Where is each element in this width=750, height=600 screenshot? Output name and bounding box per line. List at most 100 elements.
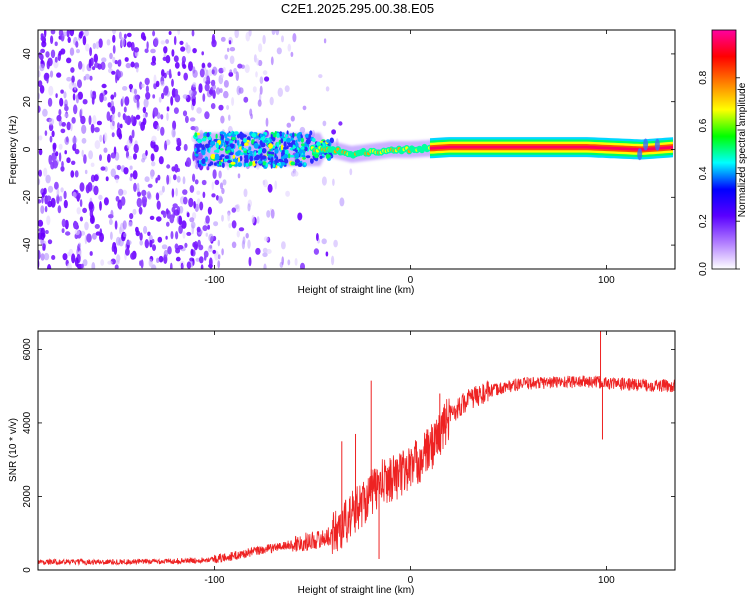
spectrogram-signal-blob <box>260 133 263 138</box>
spectrogram-signal-blob <box>228 132 231 136</box>
spectrogram-noise-blob <box>47 185 54 193</box>
spectrogram-signal-blob <box>310 158 314 164</box>
spectrogram-signal-blob <box>309 130 313 136</box>
spectrogram-noise-blob <box>151 135 157 143</box>
spectrogram-noise-blob <box>182 189 188 195</box>
spectrogram-noise-blob <box>161 244 168 250</box>
spectrogram-signal-blob <box>243 161 246 168</box>
spectrogram-noise-blob <box>144 77 150 86</box>
spectrogram-noise-blob <box>56 72 62 78</box>
spectrogram-noise-blob <box>155 192 160 201</box>
spectrogram-noise-blob <box>228 40 232 45</box>
spectrogram-noise-blob <box>133 182 137 192</box>
spectrogram-noise-blob <box>64 136 70 145</box>
spectrogram-noise-blob <box>144 48 149 54</box>
spectrogram-noise-blob <box>270 209 275 219</box>
spectrogram-noise-blob <box>81 263 84 269</box>
spectrogram-signal-blob <box>220 134 225 141</box>
spectrogram-noise-blob <box>235 71 239 81</box>
spectrogram-signal-blob <box>274 159 277 163</box>
spectrogram-noise-blob <box>107 260 113 265</box>
spectrogram-noise-blob <box>91 262 96 269</box>
spectrogram-noise-blob <box>284 85 290 93</box>
spectrogram-signal-blob <box>277 158 284 162</box>
spectrogram-noise-blob <box>90 89 93 99</box>
spectrogram-noise-blob <box>253 54 257 63</box>
spectrogram-signal-blob <box>285 134 288 138</box>
spectrogram-signal-blob <box>223 142 226 148</box>
spectrogram-signal-blob <box>298 162 303 167</box>
spectrogram-noise-blob <box>211 33 216 44</box>
spectrogram-noise-blob <box>123 33 127 39</box>
spectrogram-noise-blob <box>118 31 122 40</box>
spectrogram-noise-blob <box>229 47 236 52</box>
spectrogram-noise-blob <box>162 210 167 219</box>
colorbar-tick-label: 0.6 <box>698 118 709 132</box>
spectrogram-noise-blob <box>160 114 164 120</box>
spectrogram-noise-blob <box>44 30 47 38</box>
spectrogram-noise-blob <box>227 212 231 222</box>
spectrogram-noise-blob <box>72 93 76 101</box>
spectrogram-noise-blob <box>270 56 274 66</box>
spectrogram-noise-blob <box>263 263 267 269</box>
spectrogram-noise-blob <box>130 173 133 178</box>
spectrogram-noise-blob <box>110 168 117 178</box>
spectrogram-noise-blob <box>194 126 199 132</box>
spectrogram-noise-blob <box>95 231 101 236</box>
spectrogram-noise-blob <box>196 107 202 114</box>
spectrogram-noise-blob <box>210 103 216 110</box>
spectrogram-noise-blob <box>143 225 148 234</box>
spectrogram-noise-blob <box>211 69 215 75</box>
spectrogram-noise-blob <box>136 100 140 111</box>
spectrogram-signal-blob <box>298 132 302 135</box>
spectrogram-noise-blob <box>103 147 108 153</box>
snr-x-tick-label: 100 <box>598 575 615 586</box>
snr-plot-area <box>38 331 675 570</box>
spectrogram-noise-blob <box>138 206 143 215</box>
spectrogram-noise-blob <box>54 56 58 63</box>
spectrogram-signal-blob <box>232 154 235 159</box>
spectrogram-signal-blob <box>269 148 272 152</box>
spectrogram-noise-blob <box>192 242 196 248</box>
spectrogram-noise-blob <box>243 96 249 103</box>
spectrogram-noise-blob <box>111 105 116 115</box>
spectrogram-noise-blob <box>39 85 45 94</box>
spectrogram-noise-blob <box>113 91 117 98</box>
spectrogram-noise-blob <box>286 122 292 128</box>
spectrogram-noise-blob <box>40 48 45 54</box>
spectrogram-noise-blob <box>193 201 196 209</box>
spectrogram-noise-blob <box>189 217 195 223</box>
spectrogram-noise-blob <box>203 76 207 84</box>
spectrogram-noise-blob <box>192 48 197 54</box>
spectrogram-noise-blob <box>133 47 140 53</box>
spectrogram-signal-blob <box>237 157 241 163</box>
spectrogram-signal-blob <box>226 146 232 152</box>
spectrogram-noise-blob <box>106 39 111 46</box>
spectrogram-signal-blob <box>194 132 198 138</box>
spectrogram-noise-blob <box>150 48 156 54</box>
spectrogram-signal-blob <box>290 161 296 166</box>
spectrogram-signal-blob <box>201 158 206 165</box>
spectrogram-noise-blob <box>157 174 161 181</box>
spectrogram-signal-blob <box>235 160 238 164</box>
spectrogram-noise-blob <box>231 97 235 106</box>
spectrogram-noise-blob <box>58 109 62 116</box>
spectrogram-noise-blob <box>84 30 89 37</box>
spectrogram-noise-blob <box>100 166 106 171</box>
spectrogram-signal-blob <box>329 142 332 147</box>
spectrogram-noise-blob <box>90 123 95 134</box>
spectrogram-noise-blob <box>152 244 156 252</box>
spectrogram-noise-blob <box>222 179 227 186</box>
spectrogram-noise-blob <box>221 187 225 195</box>
spectrogram-noise-blob <box>139 240 143 246</box>
spectrogram-noise-blob <box>163 142 167 151</box>
spectrogram-noise-blob <box>264 76 270 82</box>
spectrogram-noise-blob <box>151 264 157 269</box>
spectrogram-noise-blob <box>165 208 169 215</box>
spectrogram-signal-blob <box>254 156 257 160</box>
spectrogram-signal-blob <box>294 158 300 164</box>
spectrogram-noise-blob <box>186 157 192 168</box>
spectrogram-noise-blob <box>166 174 170 185</box>
spectrogram-noise-blob <box>64 150 67 155</box>
